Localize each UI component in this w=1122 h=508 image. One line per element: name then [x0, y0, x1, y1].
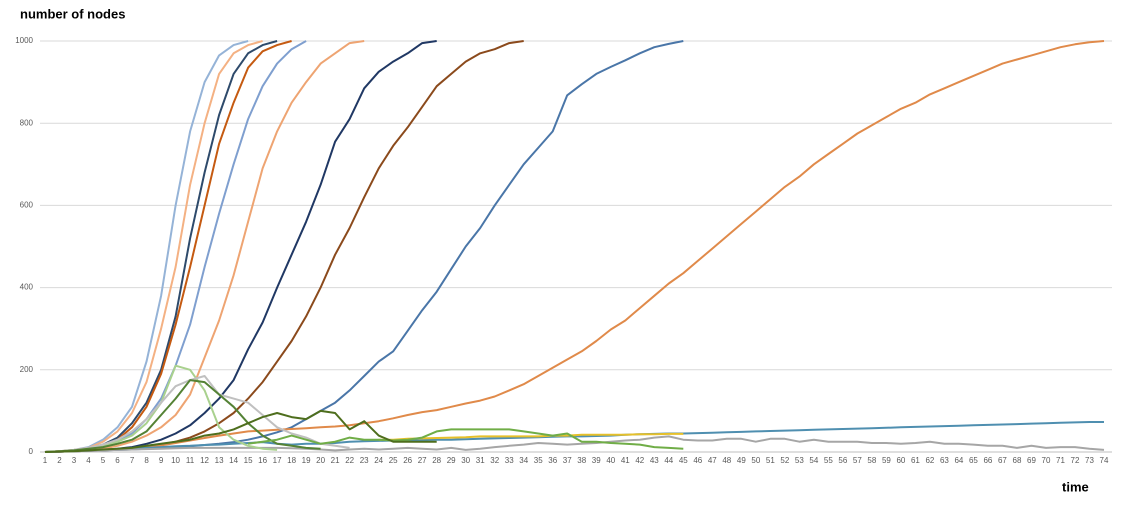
x-tick-label: 43 [650, 456, 659, 465]
x-tick-label: 21 [331, 456, 340, 465]
x-tick-label: 23 [360, 456, 369, 465]
x-tick-label: 18 [287, 456, 296, 465]
x-tick-label: 13 [215, 456, 224, 465]
y-tick-label: 400 [20, 283, 34, 292]
y-tick-label: 800 [20, 118, 34, 127]
x-tick-label: 47 [708, 456, 717, 465]
x-tick-label: 10 [171, 456, 180, 465]
x-tick-label: 56 [838, 456, 847, 465]
x-tick-label: 62 [925, 456, 934, 465]
y-tick-label: 200 [20, 365, 34, 374]
x-tick-label: 51 [766, 456, 775, 465]
x-tick-label: 66 [983, 456, 992, 465]
x-tick-label: 1 [43, 456, 48, 465]
series-line [44, 379, 321, 453]
x-tick-label: 14 [229, 456, 238, 465]
x-tick-label: 72 [1071, 456, 1080, 465]
x-tick-label: 46 [693, 456, 702, 465]
y-tick-label: 600 [20, 201, 34, 210]
series-line [44, 375, 350, 453]
x-tick-label: 59 [882, 456, 891, 465]
x-tick-label: 32 [490, 456, 499, 465]
series-line [44, 409, 437, 453]
y-tick-label: 1000 [15, 36, 33, 45]
x-tick-label: 74 [1100, 456, 1109, 465]
x-tick-label: 35 [534, 456, 543, 465]
x-tick-label: 52 [780, 456, 789, 465]
x-tick-label: 3 [72, 456, 77, 465]
x-tick-label: 4 [86, 456, 91, 465]
x-tick-label: 6 [115, 456, 120, 465]
x-tick-label: 64 [954, 456, 963, 465]
x-tick-label: 41 [621, 456, 630, 465]
x-tick-label: 48 [722, 456, 731, 465]
x-tick-label: 61 [911, 456, 920, 465]
x-tick-label: 42 [635, 456, 644, 465]
x-tick-label: 8 [144, 456, 149, 465]
series-line [44, 435, 1105, 453]
x-tick-label: 17 [273, 456, 282, 465]
x-tick-label: 70 [1042, 456, 1051, 465]
y-axis-label: number of nodes [20, 6, 125, 21]
x-tick-label: 28 [432, 456, 441, 465]
series-line [44, 40, 249, 453]
x-tick-label: 49 [737, 456, 746, 465]
x-tick-label: 39 [592, 456, 601, 465]
x-tick-label: 9 [159, 456, 164, 465]
x-tick-label: 68 [1013, 456, 1022, 465]
series-line [44, 40, 524, 453]
y-tick-label: 0 [29, 447, 34, 456]
x-tick-label: 60 [896, 456, 905, 465]
x-tick-label: 55 [824, 456, 833, 465]
x-tick-label: 65 [969, 456, 978, 465]
x-tick-label: 26 [403, 456, 412, 465]
x-tick-label: 44 [664, 456, 673, 465]
x-tick-label: 27 [418, 456, 427, 465]
x-tick-label: 38 [577, 456, 586, 465]
x-tick-label: 7 [130, 456, 135, 465]
series-line [44, 421, 1104, 453]
series-line [44, 40, 1105, 453]
x-tick-label: 34 [519, 456, 528, 465]
x-tick-label: 73 [1085, 456, 1094, 465]
x-tick-label: 15 [244, 456, 253, 465]
x-tick-label: 29 [447, 456, 456, 465]
x-tick-label: 5 [101, 456, 106, 465]
x-tick-label: 67 [998, 456, 1007, 465]
x-tick-label: 40 [606, 456, 615, 465]
x-tick-label: 2 [57, 456, 62, 465]
series-line [378, 432, 684, 441]
x-tick-label: 24 [374, 456, 383, 465]
x-tick-label: 45 [679, 456, 688, 465]
x-tick-label: 57 [853, 456, 862, 465]
x-tick-label: 53 [795, 456, 804, 465]
x-tick-label: 22 [345, 456, 354, 465]
x-tick-label: 25 [389, 456, 398, 465]
x-tick-label: 36 [548, 456, 557, 465]
x-tick-label: 69 [1027, 456, 1036, 465]
x-tick-label: 31 [476, 456, 485, 465]
series-line [44, 40, 307, 453]
x-tick-label: 54 [809, 456, 818, 465]
x-tick-label: 33 [505, 456, 514, 465]
x-tick-label: 58 [867, 456, 876, 465]
x-tick-label: 20 [316, 456, 325, 465]
x-axis-label: time [1062, 479, 1089, 494]
x-tick-label: 12 [200, 456, 209, 465]
x-tick-label: 11 [186, 456, 195, 465]
x-tick-label: 50 [751, 456, 760, 465]
x-tick-label: 30 [461, 456, 470, 465]
series-line [44, 40, 684, 453]
x-tick-label: 19 [302, 456, 311, 465]
x-tick-label: 63 [940, 456, 949, 465]
x-tick-label: 71 [1056, 456, 1065, 465]
series-line [247, 428, 684, 450]
x-tick-label: 16 [258, 456, 267, 465]
x-tick-label: 37 [563, 456, 572, 465]
